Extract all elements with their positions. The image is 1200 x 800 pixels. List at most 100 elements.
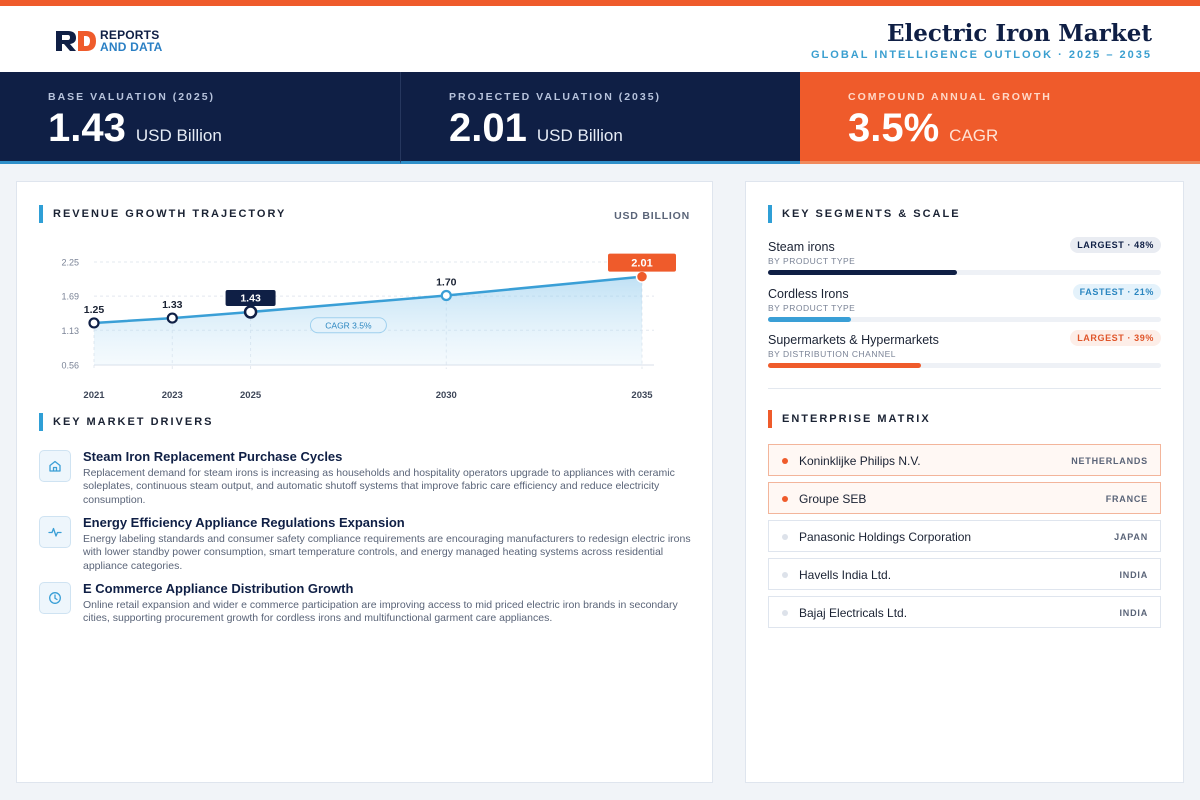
header: REPORTS AND DATA Electric Iron Market GL…: [0, 6, 1200, 72]
section-accent-bar: [768, 205, 772, 223]
enterprise-dot-icon: [782, 534, 788, 540]
brand-logo[interactable]: REPORTS AND DATA: [54, 28, 162, 54]
segment-badge: LARGEST · 39%: [1070, 330, 1161, 346]
home-icon: [39, 450, 71, 482]
enterprise-row[interactable]: Havells India Ltd. INDIA: [768, 558, 1161, 590]
drivers-list: Steam Iron Replacement Purchase Cycles R…: [39, 449, 691, 648]
enterprise-country: NETHERLANDS: [1071, 456, 1148, 466]
segments-section-title: KEY SEGMENTS & SCALE: [782, 208, 961, 220]
section-divider: [768, 388, 1161, 389]
value-label: 1.33: [162, 299, 183, 311]
logo-text-line1: REPORTS: [100, 28, 160, 42]
enterprise-row[interactable]: Groupe SEB FRANCE: [768, 482, 1161, 514]
data-point: [635, 270, 649, 283]
driver-title: Steam Iron Replacement Purchase Cycles: [83, 449, 343, 464]
enterprise-name: Koninklijke Philips N.V.: [799, 454, 921, 468]
enterprise-country: INDIA: [1119, 570, 1148, 580]
segment-category: BY PRODUCT TYPE: [768, 256, 856, 266]
segments-section-header: KEY SEGMENTS & SCALE: [768, 205, 961, 223]
enterprise-country: FRANCE: [1105, 494, 1148, 504]
section-accent-bar: [39, 205, 43, 223]
cagr-annotation: CAGR 3.5%: [325, 321, 372, 331]
enterprise-section-title: ENTERPRISE MATRIX: [782, 413, 931, 425]
segment-bar-track: [768, 363, 1161, 368]
enterprise-row[interactable]: Bajaj Electricals Ltd. INDIA: [768, 596, 1161, 628]
segment-bar-fill: [768, 363, 922, 368]
enterprise-row[interactable]: Koninklijke Philips N.V. NETHERLANDS: [768, 444, 1161, 476]
enterprise-row[interactable]: Panasonic Holdings Corporation JAPAN: [768, 520, 1161, 552]
pulse-icon: [39, 516, 71, 548]
revenue-section-title: REVENUE GROWTH TRAJECTORY: [53, 208, 287, 220]
driver-item: E Commerce Appliance Distribution Growth…: [39, 581, 689, 648]
data-point: [440, 289, 452, 302]
enterprise-name: Bajaj Electricals Ltd.: [799, 606, 908, 620]
kpi-base-valuation: BASE VALUATION (2025) 1.43 USD Billion: [0, 72, 400, 164]
driver-title: Energy Efficiency Appliance Regulations …: [83, 515, 405, 530]
enterprise-dot-icon: [782, 572, 788, 578]
enterprise-dot-icon: [782, 610, 788, 616]
value-callout: [608, 253, 676, 272]
revenue-section-header: REVENUE GROWTH TRAJECTORY: [39, 205, 286, 223]
segment-badge: FASTEST · 21%: [1072, 284, 1161, 300]
kpi-projected-valuation: PROJECTED VALUATION (2035) 2.01 USD Bill…: [400, 72, 800, 164]
drivers-section-header: KEY MARKET DRIVERS: [39, 413, 213, 431]
kpi-unit: USD Billion: [536, 126, 623, 145]
enterprise-section-header: ENTERPRISE MATRIX: [768, 410, 931, 428]
section-accent-bar: [768, 410, 772, 428]
segment-badge: LARGEST · 48%: [1070, 237, 1161, 253]
segment-name: Supermarkets & Hypermarkets: [768, 333, 939, 347]
y-tick-label: 2.25: [61, 258, 79, 268]
kpi-unit: USD Billion: [135, 126, 222, 145]
x-tick-label: 2023: [162, 390, 183, 401]
enterprise-name: Havells India Ltd.: [799, 568, 892, 582]
enterprise-country: JAPAN: [1114, 532, 1148, 542]
revenue-chart: 2.25 1.69 1.13 0.56 CAGR 3.5% 1.25 2021 1.33 202…: [61, 253, 676, 401]
segment-bar-fill: [768, 317, 851, 322]
kpi-label: PROJECTED VALUATION (2035): [449, 91, 662, 103]
segment-category: BY DISTRIBUTION CHANNEL: [768, 349, 897, 359]
section-accent-bar: [39, 413, 43, 431]
kpi-unit: CAGR: [949, 126, 999, 145]
data-point: [166, 312, 178, 324]
driver-item: Energy Efficiency Appliance Regulations …: [39, 515, 691, 582]
y-tick-label: 0.56: [61, 361, 79, 371]
enterprise-dot-icon: [782, 458, 788, 464]
segment-bar-fill: [768, 270, 957, 275]
page-subtitle: GLOBAL INTELLIGENCE OUTLOOK · 2025 – 203…: [811, 49, 1152, 61]
driver-title: E Commerce Appliance Distribution Growth: [83, 581, 354, 596]
segment-name: Cordless Irons: [768, 287, 849, 301]
enterprise-country: INDIA: [1119, 608, 1148, 618]
driver-description: Energy labeling standards and consumer s…: [83, 533, 691, 572]
value-label: 1.70: [436, 277, 457, 289]
segment-bar-track: [768, 317, 1161, 322]
enterprise-dot-icon: [782, 496, 788, 502]
left-panel: REVENUE GROWTH TRAJECTORY USD BILLION 2.…: [16, 181, 713, 783]
logo-mark-icon: [56, 31, 96, 51]
x-tick-label: 2030: [436, 390, 457, 401]
kpi-label: COMPOUND ANNUAL GROWTH: [848, 91, 1052, 103]
top-accent-stripe: [0, 0, 1200, 6]
enterprise-name: Groupe SEB: [799, 492, 867, 506]
kpi-label: BASE VALUATION (2025): [48, 91, 216, 103]
value-label: 2.01: [631, 258, 652, 270]
x-tick-label: 2035: [631, 390, 653, 401]
kpi-cagr: COMPOUND ANNUAL GROWTH 3.5% CAGR: [800, 72, 1200, 164]
y-tick-label: 1.13: [61, 326, 79, 336]
chart-unit-label: USD BILLION: [614, 210, 690, 222]
segment-name: Steam irons: [768, 240, 835, 254]
kpi-value: 2.01: [449, 106, 527, 150]
right-panel: KEY SEGMENTS & SCALE Steam irons BY PROD…: [745, 181, 1184, 783]
page-title: Electric Iron Market: [886, 20, 1152, 47]
driver-description: Online retail expansion and wider e comm…: [83, 599, 678, 625]
enterprise-name: Panasonic Holdings Corporation: [799, 530, 972, 544]
value-label: 1.43: [240, 292, 261, 304]
kpi-value: 1.43: [48, 106, 126, 150]
x-tick-label: 2025: [240, 390, 262, 401]
segment-bar-track: [768, 270, 1161, 275]
clock-icon: [39, 582, 71, 614]
drivers-section-title: KEY MARKET DRIVERS: [53, 416, 214, 428]
x-tick-label: 2021: [83, 390, 105, 401]
data-point: [88, 317, 100, 329]
kpi-value: 3.5%: [848, 106, 940, 150]
kpi-band: BASE VALUATION (2025) 1.43 USD Billion P…: [0, 72, 1200, 164]
